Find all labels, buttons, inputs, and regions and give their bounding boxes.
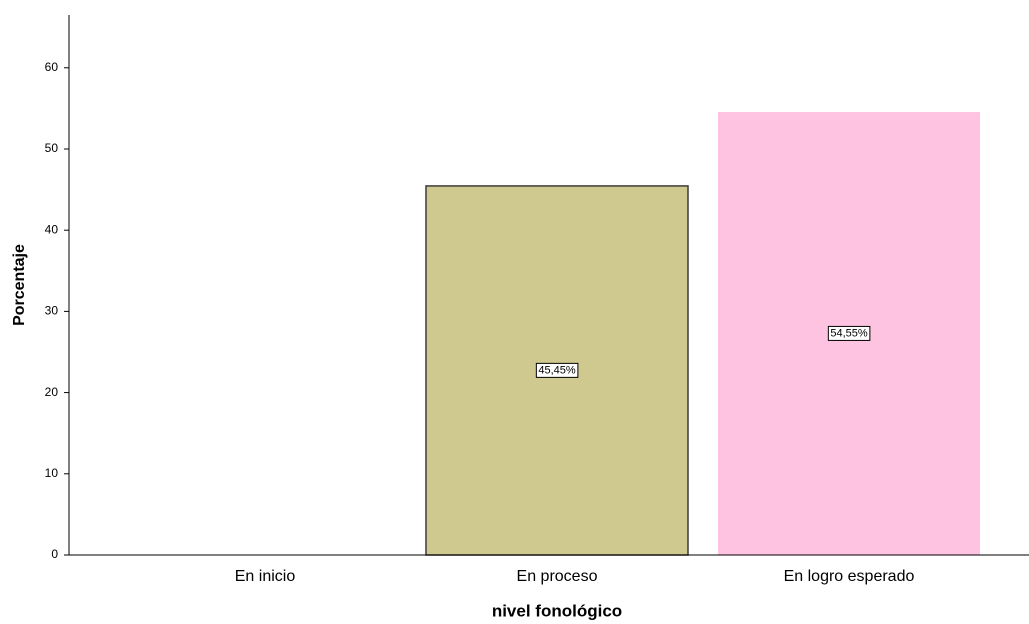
y-tick-label: 30 (45, 304, 59, 318)
x-tick-label: En proceso (517, 568, 598, 585)
y-tick-label: 10 (45, 466, 59, 480)
y-tick-label: 50 (45, 141, 59, 155)
label-box (827, 325, 871, 341)
x-axis-title: nivel fonológico (492, 601, 622, 620)
y-tick-label: 60 (45, 60, 59, 74)
y-tick-label: 20 (45, 385, 59, 399)
x-tick-label: En logro esperado (784, 568, 915, 585)
data-label: 54,55% (830, 327, 868, 339)
data-label: 45,45% (538, 364, 576, 376)
y-axis-title: Porcentaje (11, 244, 28, 326)
x-tick-label: En inicio (235, 568, 296, 585)
y-tick-label: 40 (45, 222, 59, 236)
y-tick-label: 0 (51, 547, 58, 561)
label-box (535, 362, 579, 378)
